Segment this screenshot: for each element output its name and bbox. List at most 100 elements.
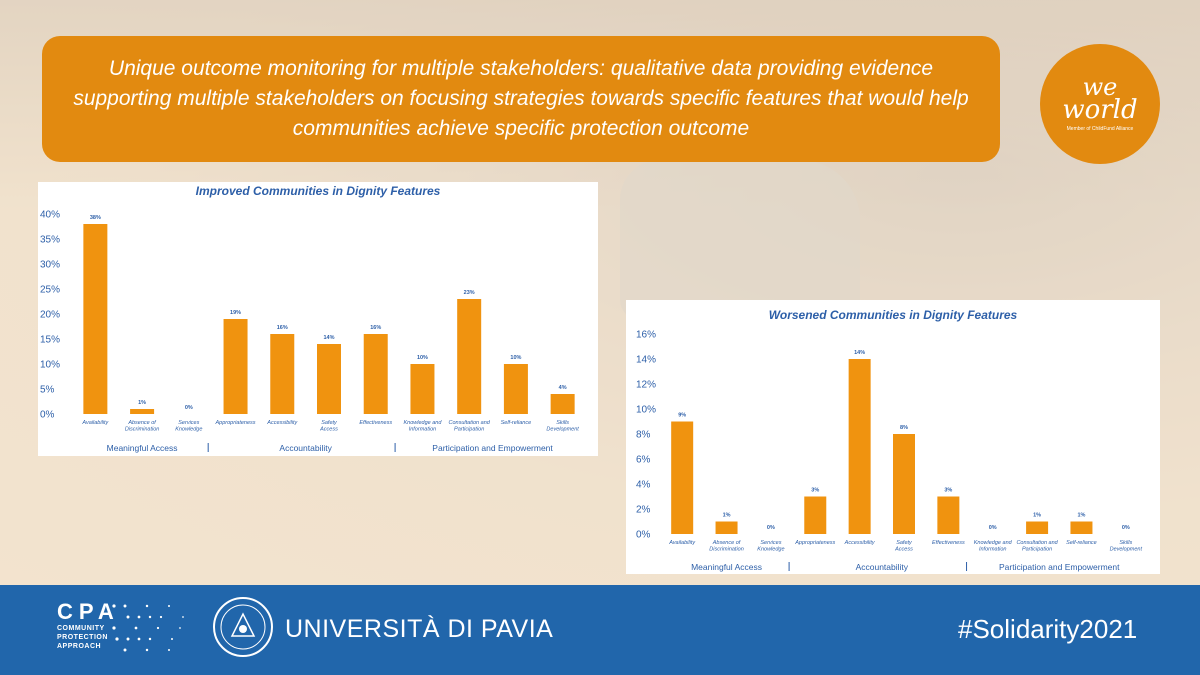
logo-line1: we [1082,73,1118,101]
data-label: 8% [900,425,908,431]
cpa-dot [145,604,149,608]
cpa-logo: CPA COMMUNITY PROTECTION APPROACH [57,600,120,651]
cpa-dot [126,637,130,641]
cpa-dot [123,648,127,652]
bar-8 [410,364,435,414]
bar-4 [804,496,827,534]
cpa-dot [145,648,149,652]
data-label: 10% [417,355,428,361]
cpa-dot [182,616,184,618]
data-label: 1% [723,513,731,519]
data-label: 0% [767,525,775,531]
y-tick-label: 2% [636,505,651,516]
headline-banner: Unique outcome monitoring for multiple s… [42,36,1000,162]
logo-line2: world [1062,95,1138,125]
data-label: 10% [510,355,521,361]
bar-10 [503,364,528,414]
cpa-dot [171,638,173,640]
x-tick-label: Absence of [127,420,156,426]
improved-chart: Improved Communities in Dignity Features… [40,184,579,453]
x-tick-label: Self-reliance [1066,540,1097,546]
data-label: 14% [323,335,334,341]
x-tick-label: Knowledge [757,547,784,553]
x-tick-label: Knowledge and [403,420,442,426]
y-tick-label: 12% [636,380,656,391]
bar-11 [550,394,575,414]
bar-9 [1026,521,1049,534]
cpa-dot [156,626,160,630]
x-tick-label: Information [979,547,1007,553]
y-tick-label: 20% [40,310,60,321]
x-tick-label: Development [546,427,579,433]
data-label: 1% [1033,513,1041,519]
y-tick-label: 0% [40,410,55,421]
y-tick-label: 16% [636,330,656,341]
group-label: Accountability [279,443,332,453]
bar-5 [848,359,871,534]
x-tick-label: Consultation and [1016,540,1058,546]
x-tick-label: Self-reliance [501,420,532,426]
x-tick-label: Access [319,427,338,433]
group-label: Accountability [856,562,909,572]
bar-5 [270,334,295,414]
cpa-dot [134,626,138,630]
bar-10 [1070,521,1093,534]
cpa-dot [148,637,152,641]
x-tick-label: Services [760,540,781,546]
data-label: 23% [464,290,475,296]
cpa-dot [137,637,141,641]
x-tick-label: Access [894,547,913,553]
chart-title: Worsened Communities in Dignity Features [769,308,1018,322]
y-tick-label: 5% [40,385,55,396]
data-label: 1% [1077,513,1085,519]
bar-2 [130,409,155,414]
university-seal-icon [213,597,273,657]
university-name: UNIVERSITÀ DI PAVIA [285,615,554,643]
cpa-dot [168,649,170,651]
x-tick-label: Discrimination [125,427,160,433]
y-tick-label: 35% [40,235,60,246]
cpa-dot [168,605,170,607]
cpa-logo-text: CPA [57,599,120,624]
bar-1 [671,421,694,534]
x-tick-label: Safety [896,540,913,546]
y-tick-label: 10% [636,405,656,416]
group-label: Meaningful Access [107,443,178,453]
data-label: 3% [811,488,819,494]
group-label: Meaningful Access [691,562,762,572]
worsened-chart-panel: Worsened Communities in Dignity Features… [626,300,1160,574]
data-label: 0% [989,525,997,531]
cpa-dot [112,604,116,608]
bar-1 [83,224,108,414]
cpa-line-2: PROTECTION [57,634,108,641]
y-tick-label: 25% [40,285,60,296]
cpa-dot [123,604,127,608]
data-label: 38% [90,215,101,221]
data-label: 0% [185,405,193,411]
x-tick-label: Accessibility [266,420,298,426]
cpa-dot [115,637,119,641]
hashtag: #Solidarity2021 [958,614,1138,644]
x-tick-label: Accessibility [844,540,876,546]
cpa-dots-icon [112,604,184,652]
x-tick-label: Skills [1119,540,1132,546]
bar-2 [715,521,738,534]
weworld-logo: we world Member of ChildFund Alliance [1040,44,1160,164]
background-figure [620,160,860,320]
y-tick-label: 15% [40,335,60,346]
bar-4 [223,319,248,414]
x-tick-label: Effectiveness [359,420,392,426]
x-tick-label: Knowledge and [974,540,1013,546]
x-tick-label: Effectiveness [932,540,965,546]
bar-9 [457,299,482,414]
x-tick-label: Appropriateness [215,420,256,426]
cpa-line-3: APPROACH [57,643,102,650]
group-label: Participation and Empowerment [432,443,553,453]
data-label: 14% [854,350,865,356]
logo-tagline: Member of ChildFund Alliance [1066,126,1134,132]
cpa-dot [148,615,152,619]
x-tick-label: Services [178,420,199,426]
x-tick-label: Discrimination [709,547,744,553]
x-tick-label: Availability [668,540,696,546]
cpa-line-1: COMMUNITY [57,625,105,632]
